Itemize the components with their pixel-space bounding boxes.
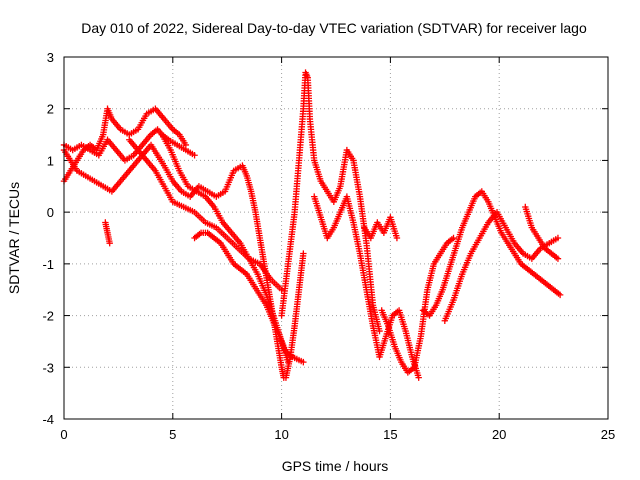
- y-axis-label: SDTVAR / TECUs: [6, 182, 22, 294]
- y-tick-label: -2: [42, 309, 54, 324]
- series-arc-8: [278, 69, 383, 335]
- x-tick-label: 5: [169, 427, 176, 442]
- grid-layer: [63, 56, 609, 420]
- data-point: [376, 327, 383, 335]
- data-point: [106, 239, 113, 247]
- x-tick-label: 25: [601, 427, 615, 442]
- x-tick-label: 20: [492, 427, 506, 442]
- data-point: [300, 358, 307, 366]
- y-tick-label: 1: [47, 153, 54, 168]
- x-axis-label: GPS time / hours: [282, 458, 389, 474]
- data-point: [556, 291, 564, 299]
- y-tick-label: 3: [47, 50, 54, 65]
- y-tick-label: -4: [42, 412, 54, 427]
- data-point: [554, 234, 562, 242]
- y-tick-label: -1: [42, 257, 54, 272]
- data-point: [284, 358, 292, 366]
- series-arc-10: [361, 214, 401, 242]
- series-arc-7: [191, 229, 307, 366]
- series-arc-4: [102, 219, 113, 247]
- data-point: [300, 250, 307, 257]
- series-layer: [60, 69, 564, 381]
- data-point: [393, 234, 401, 242]
- y-tick-label: -3: [42, 360, 54, 375]
- x-tick-label: 10: [274, 427, 288, 442]
- y-tick-labels: -4 -3 -2 -1 0 1 2 3: [42, 50, 54, 427]
- x-tick-label: 0: [60, 427, 67, 442]
- plot-frame: [63, 56, 609, 420]
- data-point: [191, 152, 198, 159]
- x-tick-labels: 0 5 10 15 20 25: [60, 427, 615, 442]
- series-arc-13: [441, 208, 562, 324]
- y-tick-label: 0: [47, 205, 54, 220]
- data-point: [278, 286, 285, 293]
- y-tick-label: 2: [47, 102, 54, 117]
- series-arc-11: [378, 234, 457, 376]
- data-point: [554, 255, 562, 262]
- series-arc-14: [522, 203, 562, 262]
- series-arc-5: [126, 136, 285, 293]
- series-arc-12: [419, 188, 564, 319]
- data-point: [415, 374, 422, 381]
- data-point: [450, 234, 457, 242]
- chart-title: Day 010 of 2022, Sidereal Day-to-day VTE…: [81, 20, 587, 36]
- x-tick-label: 15: [383, 427, 397, 442]
